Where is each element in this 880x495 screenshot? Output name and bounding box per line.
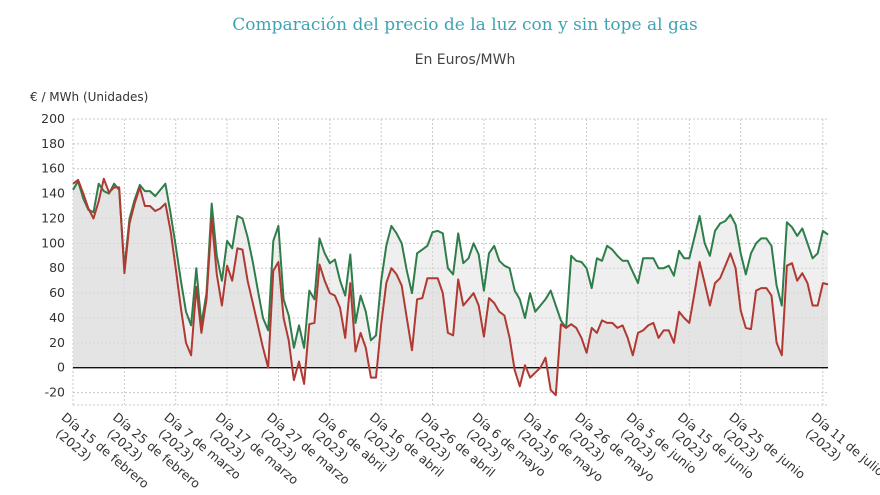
series-lines bbox=[72, 177, 829, 397]
x-axis-ticks: Día 15 de febrero(2023) Día 25 de febrero… bbox=[53, 409, 880, 491]
y-tick-label: -20 bbox=[45, 385, 65, 400]
y-tick-label: 100 bbox=[41, 235, 65, 250]
y-tick-label: 180 bbox=[41, 136, 65, 151]
x-tick: Día 11 de julio(2023) bbox=[803, 409, 880, 478]
series-line-green bbox=[72, 180, 829, 349]
y-tick-label: 80 bbox=[49, 260, 65, 275]
chart-subtitle: En Euros/MWh bbox=[415, 52, 516, 68]
y-tick-label: 120 bbox=[41, 210, 65, 225]
area-fills bbox=[73, 178, 828, 396]
y-tick-label: 200 bbox=[41, 111, 65, 126]
area-fill-upper bbox=[73, 181, 828, 368]
y-tick-label: 0 bbox=[57, 360, 65, 375]
y-axis-unit-label: € / MWh (Unidades) bbox=[30, 90, 148, 104]
series-line-red bbox=[72, 177, 829, 397]
area-fill-lower bbox=[73, 178, 828, 396]
y-tick-label: 160 bbox=[41, 161, 65, 176]
y-tick-label: 140 bbox=[41, 186, 65, 201]
y-tick-label: 40 bbox=[49, 310, 65, 325]
y-tick-label: 20 bbox=[49, 335, 65, 350]
y-tick-label: 60 bbox=[49, 285, 65, 300]
chart-title: Comparación del precio de la luz con y s… bbox=[232, 15, 697, 35]
